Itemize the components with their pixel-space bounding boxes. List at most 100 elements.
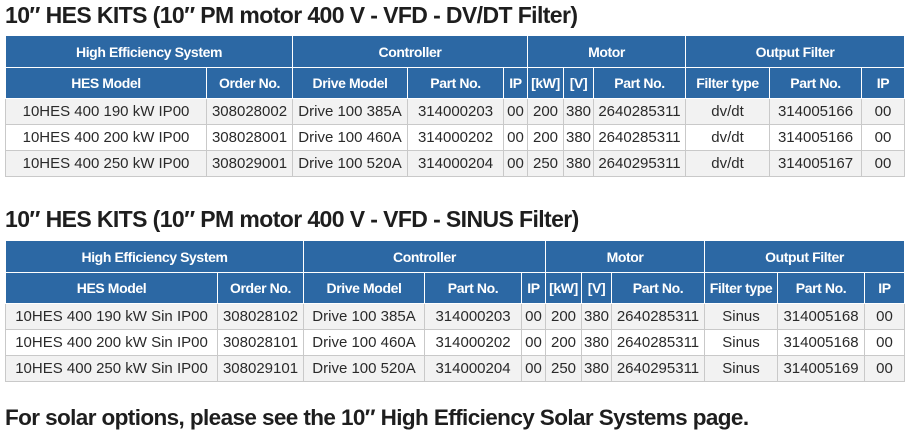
table-cell: 380 bbox=[563, 98, 594, 125]
table-cell: 200 bbox=[527, 98, 564, 125]
table-cell: 314000204 bbox=[424, 355, 522, 382]
column-header: [kW] bbox=[545, 272, 582, 304]
column-header: Drive Model bbox=[303, 272, 425, 304]
group-header-high-efficiency-system: High Efficiency System bbox=[5, 240, 304, 273]
table-cell: 10HES 400 190 kW IP00 bbox=[5, 98, 207, 125]
table-cell: 314005167 bbox=[769, 150, 863, 177]
table-cell: 00 bbox=[521, 303, 546, 330]
table-row: 10HES 400 250 kW Sin IP00 308029101 Driv… bbox=[5, 355, 906, 382]
group-header-controller: Controller bbox=[292, 35, 528, 68]
table-cell: 308029101 bbox=[217, 355, 304, 382]
column-header: Part No. bbox=[424, 272, 522, 304]
column-header: Order No. bbox=[217, 272, 304, 304]
table-row: 10HES 400 200 kW Sin IP00 308028101 Driv… bbox=[5, 329, 906, 356]
table-cell: 10HES 400 200 kW IP00 bbox=[5, 124, 207, 151]
table-row: 10HES 400 250 kW IP00 308029001 Drive 10… bbox=[5, 150, 906, 177]
group-header-motor: Motor bbox=[544, 240, 706, 273]
table-cell: 00 bbox=[864, 355, 906, 382]
table-cell: 308028002 bbox=[206, 98, 293, 125]
column-header: Part No. bbox=[610, 272, 706, 304]
table-cell: Drive 100 520A bbox=[303, 355, 425, 382]
table-cell: 380 bbox=[563, 150, 594, 177]
table-cell: 00 bbox=[521, 355, 546, 382]
table-cell: 200 bbox=[527, 124, 564, 151]
column-header: IP bbox=[864, 272, 906, 304]
table-cell: 380 bbox=[581, 303, 612, 330]
table-cell: 00 bbox=[864, 329, 906, 356]
section-title-dvdt: 10″ HES KITS (10″ PM motor 400 V - VFD -… bbox=[5, 2, 578, 28]
column-header: Drive Model bbox=[292, 67, 408, 99]
table-cell: Sinus bbox=[704, 329, 779, 356]
column-header: Order No. bbox=[206, 67, 293, 99]
table-cell: 00 bbox=[521, 329, 546, 356]
table-cell: 308028102 bbox=[217, 303, 304, 330]
table-cell: 314000203 bbox=[407, 98, 504, 125]
table-cell: Drive 100 460A bbox=[303, 329, 425, 356]
table-cell: 10HES 400 250 kW Sin IP00 bbox=[5, 355, 218, 382]
table-cell: Sinus bbox=[704, 303, 779, 330]
table-cell: 2640285311 bbox=[610, 303, 706, 330]
column-header: IP bbox=[861, 67, 906, 99]
table-cell: 00 bbox=[503, 124, 528, 151]
table-row: 10HES 400 190 kW Sin IP00 308028102 Driv… bbox=[5, 303, 906, 330]
group-header-output-filter: Output Filter bbox=[685, 35, 906, 68]
group-header-controller: Controller bbox=[303, 240, 546, 273]
column-header: Filter type bbox=[704, 272, 779, 304]
table-cell: dv/dt bbox=[685, 124, 771, 151]
column-header: Part No. bbox=[769, 67, 863, 99]
table-cell: 00 bbox=[503, 98, 528, 125]
table-cell: 00 bbox=[861, 124, 906, 151]
column-header: Part No. bbox=[777, 272, 866, 304]
table-cell: 380 bbox=[581, 355, 612, 382]
table-cell: 380 bbox=[581, 329, 612, 356]
table-cell: 314000203 bbox=[424, 303, 522, 330]
table-cell: Drive 100 460A bbox=[292, 124, 408, 151]
table-row: 10HES 400 190 kW IP00 308028002 Drive 10… bbox=[5, 98, 906, 125]
group-header-motor: Motor bbox=[526, 35, 687, 68]
table-cell: 10HES 400 200 kW Sin IP00 bbox=[5, 329, 218, 356]
hes-kits-dvdt-table: High Efficiency System Controller Motor … bbox=[5, 35, 906, 177]
solar-options-note: For solar options, please see the 10″ Hi… bbox=[5, 405, 749, 430]
table-cell: dv/dt bbox=[685, 150, 771, 177]
table-cell: 314005166 bbox=[769, 124, 863, 151]
table-cell: 200 bbox=[545, 303, 582, 330]
table-cell: Sinus bbox=[704, 355, 779, 382]
column-header: [V] bbox=[563, 67, 594, 99]
group-header-output-filter: Output Filter bbox=[704, 240, 906, 273]
column-header: Part No. bbox=[592, 67, 687, 99]
table-cell: 00 bbox=[861, 150, 906, 177]
table-cell: 200 bbox=[545, 329, 582, 356]
column-header: IP bbox=[521, 272, 546, 304]
table-cell: 380 bbox=[563, 124, 594, 151]
section-title-sinus: 10″ HES KITS (10″ PM motor 400 V - VFD -… bbox=[5, 206, 579, 232]
group-header-high-efficiency-system: High Efficiency System bbox=[5, 35, 293, 68]
table-cell: 2640295311 bbox=[610, 355, 706, 382]
column-header: [kW] bbox=[527, 67, 564, 99]
table-cell: 2640285311 bbox=[592, 124, 687, 151]
table-row: 10HES 400 200 kW IP00 308028001 Drive 10… bbox=[5, 124, 906, 151]
column-header: Part No. bbox=[407, 67, 504, 99]
table-cell: 314005169 bbox=[777, 355, 866, 382]
table-cell: 00 bbox=[864, 303, 906, 330]
table-cell: 250 bbox=[527, 150, 564, 177]
table-cell: 308029001 bbox=[206, 150, 293, 177]
table-cell: Drive 100 385A bbox=[292, 98, 408, 125]
table-cell: 314005168 bbox=[777, 329, 866, 356]
table-cell: 10HES 400 190 kW Sin IP00 bbox=[5, 303, 218, 330]
table-cell: 2640295311 bbox=[592, 150, 687, 177]
table-cell: 314000202 bbox=[407, 124, 504, 151]
table-cell: Drive 100 520A bbox=[292, 150, 408, 177]
table-cell: 314005166 bbox=[769, 98, 863, 125]
table-cell: 2640285311 bbox=[610, 329, 706, 356]
table-cell: 00 bbox=[861, 98, 906, 125]
table-cell: Drive 100 385A bbox=[303, 303, 425, 330]
column-header: HES Model bbox=[5, 272, 218, 304]
column-header: IP bbox=[503, 67, 528, 99]
table-cell: 250 bbox=[545, 355, 582, 382]
hes-kits-sinus-table: High Efficiency System Controller Motor … bbox=[5, 240, 906, 382]
table-cell: 308028101 bbox=[217, 329, 304, 356]
table-cell: 2640285311 bbox=[592, 98, 687, 125]
table-cell: 314005168 bbox=[777, 303, 866, 330]
table-cell: 00 bbox=[503, 150, 528, 177]
table-cell: 314000204 bbox=[407, 150, 504, 177]
